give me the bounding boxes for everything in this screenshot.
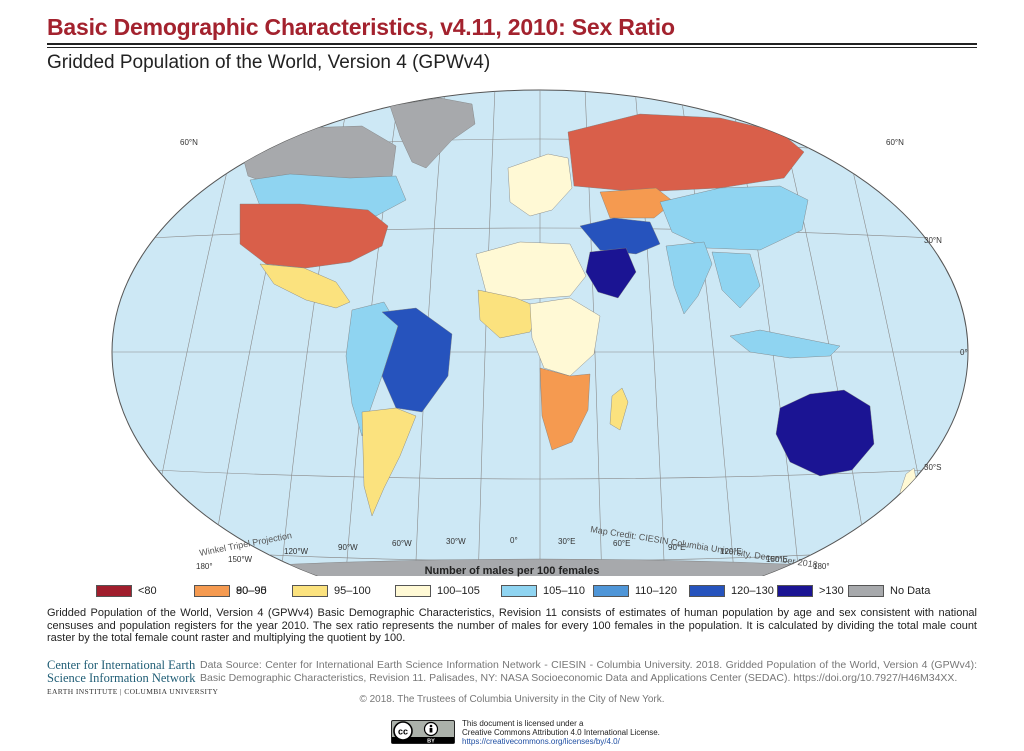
legend-item-120-130: 120–130 [689,583,774,599]
region-west-africa [477,289,541,339]
lat-label-30n-right: 30°N [924,236,942,245]
world-map: 60°N 30°N 0° 30°S 60°N 30°N 0° 30°S 180°… [111,89,969,576]
region-mexico [259,263,351,309]
legend-swatch [194,585,230,597]
cc-by-icon: cc BY [392,721,454,744]
legend-label: 120–130 [731,585,774,597]
region-arabian-peninsula [585,247,637,299]
lon-label: 120°E [720,547,742,556]
legend-label: 110–120 [635,585,678,597]
legend-item-gt130: >130 [777,583,844,599]
legend-item-95-100: 95–100 [292,583,371,599]
title-rule-thin [47,47,977,48]
region-indonesia [729,329,841,359]
map-title: Basic Demographic Characteristics, v4.11… [47,14,675,40]
region-russia [567,113,805,193]
lon-label: 90°E [668,543,685,552]
lon-label: 150°E [766,555,788,564]
region-brazil [381,307,453,413]
region-china [659,185,809,251]
cc-by-badge[interactable]: cc BY [391,720,455,744]
data-source: Data Source: Center for International Ea… [200,659,977,684]
legend-label: 80–90 [236,585,267,597]
region-india [665,241,713,315]
region-southern-africa [539,367,591,451]
legend-swatch [848,585,884,597]
lat-label-30s-right: 30°S [924,463,941,472]
legend-label: No Data [890,585,931,597]
legend-swatch [96,585,132,597]
map-description: Gridded Population of the World, Version… [47,607,977,644]
map-subtitle: Gridded Population of the World, Version… [47,52,491,73]
legend-label: 105–110 [543,585,586,597]
legend-item-90-95: 90–95 [194,583,267,599]
legend-item-110-120: 110–120 [593,583,677,599]
region-southeast-asia [711,251,761,309]
legend-title: Number of males per 100 females [424,565,600,577]
legend-label: 90–95 [236,585,267,597]
region-sahara [475,241,587,301]
legend-swatch [593,585,629,597]
legend-label: 100–105 [437,585,480,597]
copyright: © 2018. The Trustees of Columbia Univers… [359,694,665,705]
legend-label: >130 [819,585,844,597]
legend-item-100-105: 100–105 [395,583,480,599]
lon-label: 120°W [284,547,309,556]
region-central-africa [529,297,601,377]
land-regions [139,97,941,576]
by-text: BY [427,738,435,744]
lat-label-60n: 60°N [180,138,198,147]
region-australia [775,389,875,477]
license-text: This document is licensed under a Creati… [462,719,660,746]
legend-label: <80 [138,585,157,597]
lon-label: 0° [510,536,518,545]
lat-label-60n-right: 60°N [886,138,904,147]
lon-label: 150°W [228,555,253,564]
longitude-labels: 180° 150°W 120°W 90°W 60°W 30°W 0° 30°E … [196,536,830,571]
legend-swatch [292,585,328,597]
region-argentina [361,407,417,517]
ciesin-logo: Center for International Earth Science I… [47,658,219,697]
org-affiliation: EARTH INSTITUTE | COLUMBIA UNIVERSITY [47,687,219,696]
legend-swatch [777,585,813,597]
license-line2: Creative Commons Attribution 4.0 Interna… [462,728,660,737]
region-western-europe [507,153,573,217]
license-url[interactable]: https://creativecommons.org/licenses/by/… [462,737,620,746]
region-middle-east [579,217,661,255]
legend-swatch [395,585,431,597]
lon-label: 60°E [613,539,630,548]
org-name-line2: Science Information Network [47,671,196,685]
region-madagascar [609,387,629,431]
legend-swatch [501,585,537,597]
org-name-line1: Center for International Earth [47,658,196,672]
title-rule [47,43,977,45]
lat-label-0-right: 0° [960,348,968,357]
legend-item-lt80: <80 [96,583,157,599]
lon-label: 180° [813,562,830,571]
lon-label: 30°W [446,537,466,546]
lon-label: 30°E [558,537,575,546]
lon-label: 60°W [392,539,412,548]
legend-swatch [689,585,725,597]
lon-label: 180° [196,562,213,571]
region-greenland [389,97,476,169]
latitude-labels: 60°N 30°N 0° 30°S 60°N 30°N 0° 30°S [180,138,968,472]
lon-label: 90°W [338,543,358,552]
legend-label: 95–100 [334,585,371,597]
license-line1: This document is licensed under a [462,719,584,728]
legend-item-105-110: 105–110 [501,583,585,599]
region-united-states [239,203,389,269]
legend-item-no-data: No Data [848,583,930,599]
cc-text: cc [398,727,408,737]
